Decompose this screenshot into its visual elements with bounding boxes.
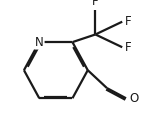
Text: F: F — [125, 41, 131, 54]
Text: O: O — [129, 92, 138, 105]
Text: F: F — [92, 0, 99, 8]
Text: F: F — [125, 15, 131, 28]
Text: N: N — [35, 36, 44, 49]
